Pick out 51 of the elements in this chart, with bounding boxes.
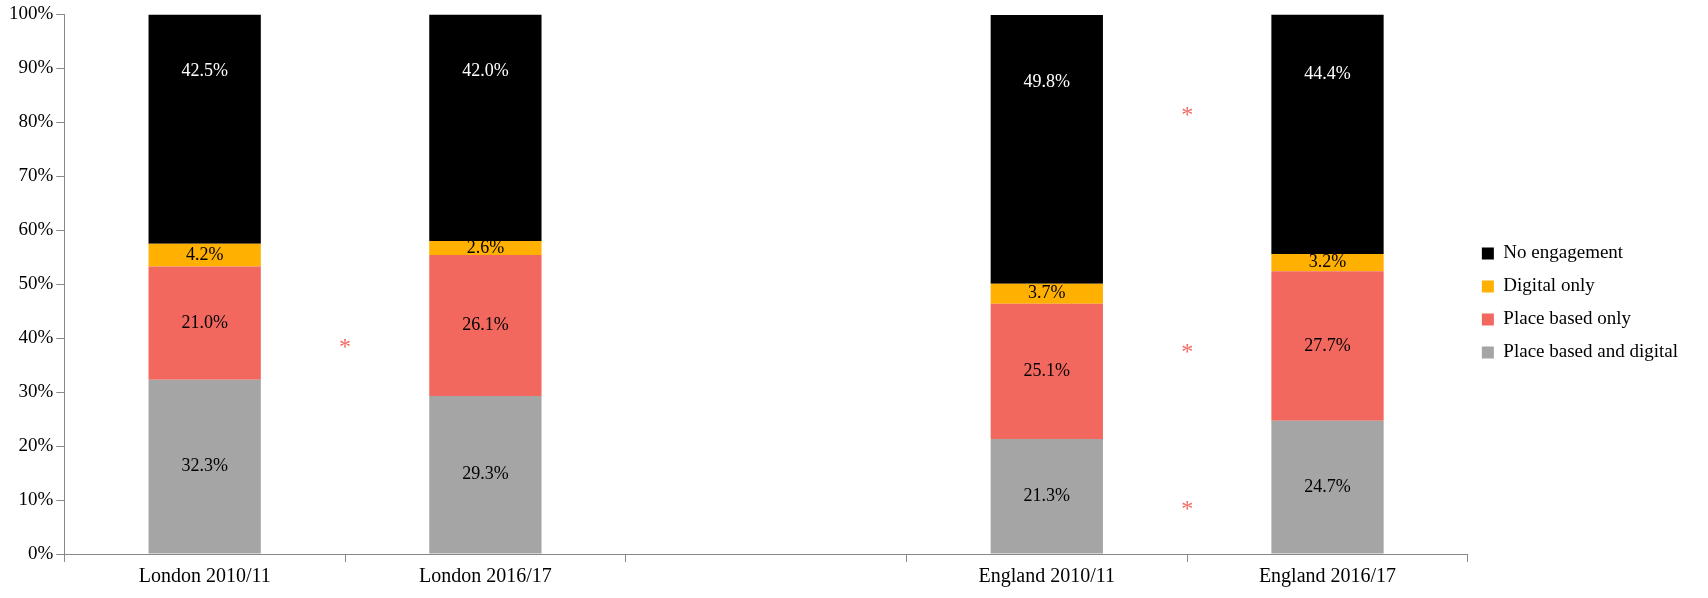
data-label: 3.7% bbox=[1028, 282, 1066, 303]
annotation: * bbox=[339, 332, 352, 359]
y-tick-label: 90% bbox=[18, 56, 54, 78]
bar bbox=[429, 395, 542, 554]
legend-label: Digital only bbox=[1503, 274, 1596, 296]
data-label: 24.7% bbox=[1304, 475, 1351, 496]
data-label: 27.7% bbox=[1304, 334, 1351, 355]
annotation: * bbox=[1181, 494, 1194, 521]
bar bbox=[429, 14, 542, 242]
bar bbox=[990, 283, 1103, 304]
y-tick-label: 0% bbox=[28, 541, 54, 563]
data-label: 32.3% bbox=[181, 455, 228, 476]
x-tick-label: London 2016/17 bbox=[419, 564, 552, 587]
y-tick-label: 70% bbox=[18, 164, 54, 186]
y-tick-label: 10% bbox=[18, 488, 54, 510]
data-label: 21.3% bbox=[1023, 485, 1071, 506]
data-label: 26.1% bbox=[462, 314, 509, 335]
bar bbox=[990, 439, 1103, 554]
y-tick-label: 40% bbox=[18, 326, 54, 348]
bar bbox=[1271, 271, 1384, 421]
legend-label: Place based and digital bbox=[1503, 340, 1678, 362]
data-label: 21.0% bbox=[181, 311, 228, 332]
x-tick-label: England 2010/11 bbox=[978, 564, 1116, 588]
bar bbox=[148, 266, 261, 380]
data-label: 4.2% bbox=[185, 243, 224, 264]
bar bbox=[990, 303, 1103, 440]
x-tick-label: England 2016/17 bbox=[1258, 564, 1397, 588]
y-tick-label: 30% bbox=[18, 380, 54, 402]
y-tick-label: 20% bbox=[18, 434, 54, 456]
bar bbox=[148, 379, 261, 554]
data-label: 25.1% bbox=[1023, 360, 1071, 381]
annotation: * bbox=[1181, 100, 1194, 127]
bar bbox=[429, 255, 542, 396]
legend-label: Place based only bbox=[1503, 307, 1632, 329]
bar bbox=[1271, 420, 1384, 554]
data-label: 44.4% bbox=[1304, 63, 1351, 84]
x-tick-label: London 2010/11 bbox=[138, 564, 271, 587]
data-label: 49.8% bbox=[1023, 70, 1071, 91]
data-label: 42.5% bbox=[181, 60, 228, 81]
annotation: * bbox=[1181, 338, 1194, 365]
bar bbox=[1271, 14, 1384, 254]
y-tick-label: 60% bbox=[18, 218, 54, 240]
bar bbox=[148, 14, 261, 244]
bar bbox=[990, 14, 1103, 284]
y-tick-label: 80% bbox=[18, 110, 54, 132]
data-label: 3.2% bbox=[1308, 251, 1347, 272]
y-tick-label: 100% bbox=[9, 2, 54, 24]
legend-label: No engagement bbox=[1503, 241, 1624, 263]
data-label: 29.3% bbox=[462, 463, 509, 484]
y-tick-label: 50% bbox=[18, 272, 54, 294]
data-label: 42.0% bbox=[462, 59, 509, 80]
